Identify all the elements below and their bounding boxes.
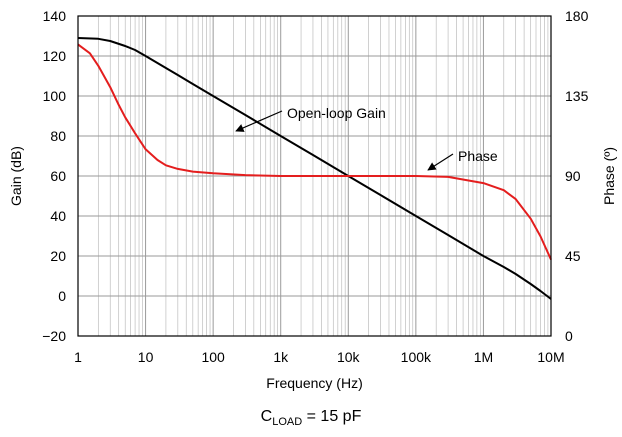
y-tick-label: 40 <box>50 208 66 224</box>
x-tick-labels: 1 10 100 1k 10k 100k 1M 10M <box>74 349 565 365</box>
plot-frame <box>77 15 552 337</box>
y-tick-label: 20 <box>50 248 66 264</box>
y-axis-title: Gain (dB) <box>8 146 24 206</box>
annotation-label: Phase <box>458 148 498 164</box>
x-tick-label: 1 <box>74 349 82 365</box>
annotation-arrow <box>235 110 283 132</box>
y2-tick-labels: 0 45 90 135 180 <box>565 8 589 344</box>
y-tick-label: 140 <box>43 8 67 24</box>
annotations: Open-loop Gain Phase <box>235 105 498 171</box>
x-tick-label: 100 <box>201 349 225 365</box>
y2-axis-title: Phase (º) <box>601 147 617 205</box>
caption-suffix: = 15 pF <box>302 408 362 425</box>
y2-tick-label: 0 <box>565 328 573 344</box>
chart-caption: CLOAD = 15 pF <box>0 408 622 428</box>
y-tick-label: 100 <box>43 88 67 104</box>
caption-subscript: LOAD <box>272 416 303 429</box>
y2-tick-label: 90 <box>565 168 581 184</box>
y-tick-label: 120 <box>43 48 67 64</box>
annotation-arrow <box>427 153 454 171</box>
y2-tick-label: 45 <box>565 248 581 264</box>
x-tick-label: 1M <box>474 349 493 365</box>
y-tick-label: −20 <box>42 328 66 344</box>
y-tick-label: 0 <box>58 288 66 304</box>
annotation-label: Open-loop Gain <box>287 105 386 121</box>
x-tick-label: 10k <box>337 349 361 365</box>
y2-tick-label: 180 <box>565 8 589 24</box>
series-line-phase <box>77 43 552 261</box>
x-tick-label: 1k <box>273 349 289 365</box>
x-tick-label: 10 <box>138 349 154 365</box>
x-axis-title: Frequency (Hz) <box>266 375 362 391</box>
y2-tick-label: 135 <box>565 88 589 104</box>
bode-chart: 1 10 100 1k 10k 100k 1M 10M −20 0 20 40 60 80 100 120 1… <box>8 8 617 391</box>
caption-prefix: C <box>260 408 273 425</box>
y-tick-label: 80 <box>50 128 66 144</box>
series-layer <box>77 37 552 300</box>
y-tick-label: 60 <box>50 168 66 184</box>
x-tick-label: 100k <box>401 349 432 365</box>
series-line-open-loop-gain <box>77 37 552 300</box>
x-tick-label: 10M <box>537 349 564 365</box>
y-tick-labels: −20 0 20 40 60 80 100 120 140 <box>42 8 66 344</box>
